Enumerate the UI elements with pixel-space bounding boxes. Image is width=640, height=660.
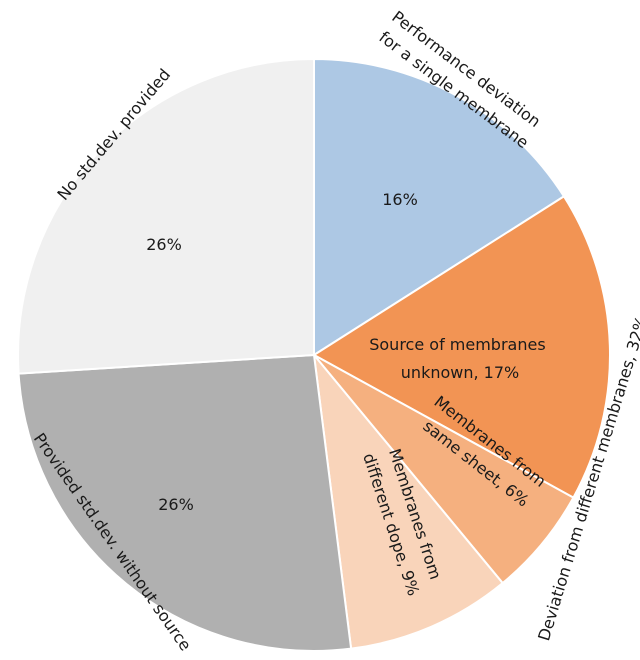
label-no-std-value: 26% [146,235,182,254]
pie-slices [17,57,611,652]
slice-diff_dope [312,351,505,650]
label-source-unknown-line1: Source of membranes [369,335,545,354]
label-no-source-value: 26% [158,495,194,514]
slice-src_unknown [312,195,611,499]
slice-perf [313,57,566,357]
label-source-unknown: Source of membranes unknown, 17% [369,335,551,382]
label-source-unknown-line2: unknown, 17% [401,363,519,382]
label-perf-value: 16% [382,190,418,209]
slice-no_std [17,57,315,375]
slice-no_source [17,353,353,652]
